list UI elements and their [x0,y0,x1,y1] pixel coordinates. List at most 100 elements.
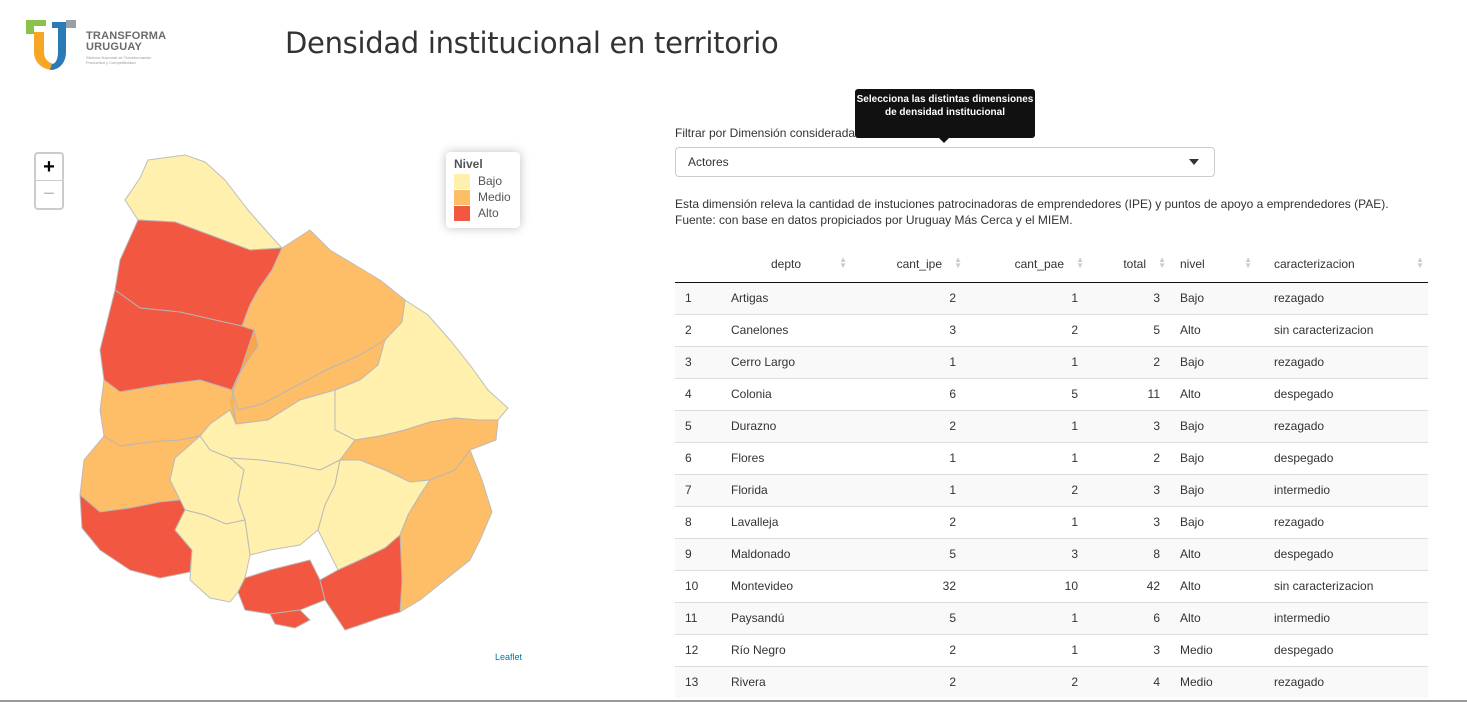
cell-cant-pae: 1 [966,345,1088,378]
cell-depto: Florida [721,473,851,506]
cell-index: 2 [675,313,721,346]
cell-caracterizacion: despegado [1256,537,1428,570]
cell-cant-pae: 2 [966,473,1088,506]
cell-total: 42 [1088,569,1170,602]
cell-depto: Maldonado [721,537,851,570]
cell-total: 2 [1088,345,1170,378]
sort-icon: ▲ ▼ [1416,255,1424,270]
cell-caracterizacion: rezagado [1256,345,1428,378]
cell-caracterizacion: despegado [1256,633,1428,666]
cell-total: 6 [1088,601,1170,634]
cell-depto: Flores [721,441,851,474]
cell-total: 11 [1088,377,1170,410]
cell-depto: Montevideo [721,569,851,602]
table-row[interactable]: 13 Rivera 2 2 4 Medio rezagado [675,665,1428,698]
cell-cant-ipe: 1 [851,345,966,378]
cell-cant-pae: 5 [966,377,1088,410]
cell-cant-pae: 2 [966,665,1088,698]
legend-item-medio: Medio [454,189,512,205]
cell-cant-pae: 1 [966,633,1088,666]
zoom-out-button[interactable]: − [43,183,55,205]
table-row[interactable]: 4 Colonia 6 5 11 Alto despegado [675,377,1428,410]
cell-cant-ipe: 2 [851,633,966,666]
column-header-cant-pae[interactable]: cant_pae ▲ ▼ [966,246,1088,283]
sort-icon: ▲ ▼ [954,255,962,270]
cell-caracterizacion: rezagado [1256,409,1428,442]
cell-cant-ipe: 2 [851,409,966,442]
dimension-select[interactable]: Actores [675,147,1215,177]
legend-swatch-medio [454,189,470,205]
legend-label-bajo: Bajo [478,174,503,188]
cell-cant-pae: 1 [966,409,1088,442]
cell-total: 3 [1088,281,1170,314]
cell-cant-pae: 1 [966,601,1088,634]
column-header-cant-ipe[interactable]: cant_ipe ▲ ▼ [851,246,966,283]
cell-caracterizacion: intermedio [1256,473,1428,506]
cell-index: 6 [675,441,721,474]
cell-cant-ipe: 6 [851,377,966,410]
zoom-in-button[interactable]: + [36,154,62,181]
cell-index: 13 [675,665,721,698]
cell-depto: Rivera [721,665,851,698]
leaflet-attribution-link[interactable]: Leaflet [495,652,523,662]
legend-label-alto: Alto [478,206,499,220]
cell-cant-pae: 1 [966,505,1088,538]
sort-icon: ▲ ▼ [1244,255,1252,270]
page-title: Densidad institucional en territorio [285,26,779,60]
table-row[interactable]: 12 Río Negro 2 1 3 Medio despegado [675,633,1428,666]
cell-caracterizacion: rezagado [1256,665,1428,698]
dimension-description: Esta dimensión releva la cantidad de ins… [675,197,1389,227]
cell-caracterizacion: sin caracterizacion [1256,569,1428,602]
cell-total: 3 [1088,633,1170,666]
table-row[interactable]: 6 Flores 1 1 2 Bajo despegado [675,441,1428,474]
table-row[interactable]: 11 Paysandú 5 1 6 Alto intermedio [675,601,1428,634]
choropleth-map[interactable]: + − Nivel Bajo Medio Alto Leaflet [0,140,560,680]
cell-nivel: Bajo [1170,473,1256,506]
sort-icon: ▲ ▼ [1076,255,1084,270]
table-row[interactable]: 9 Maldonado 5 3 8 Alto despegado [675,537,1428,570]
table-row[interactable]: 3 Cerro Largo 1 1 2 Bajo rezagado [675,345,1428,378]
map-legend: Nivel Bajo Medio Alto [446,152,520,228]
legend-title: Nivel [454,157,483,171]
legend-item-alto: Alto [454,205,512,221]
cell-index: 10 [675,569,721,602]
region-montevideo [269,609,311,629]
sort-icon: ▲ ▼ [1158,255,1166,270]
table-row[interactable]: 5 Durazno 2 1 3 Bajo rezagado [675,409,1428,442]
cell-nivel: Medio [1170,633,1256,666]
cell-index: 8 [675,505,721,538]
logo-mark-icon [26,20,76,70]
column-header-nivel[interactable]: nivel ▲ ▼ [1170,246,1256,283]
filter-tooltip: Selecciona las distintas dimensiones de … [855,89,1035,143]
cell-index: 1 [675,281,721,314]
table-header-row: depto ▲ ▼ cant_ipe ▲ ▼ cant_pae ▲ ▼ total ▲… [675,246,1428,283]
column-header-depto[interactable]: depto ▲ ▼ [721,246,851,283]
cell-nivel: Alto [1170,569,1256,602]
column-header-total[interactable]: total ▲ ▼ [1088,246,1170,283]
cell-cant-ipe: 1 [851,441,966,474]
cell-index: 11 [675,601,721,634]
table-row[interactable]: 1 Artigas 2 1 3 Bajo rezagado [675,281,1428,314]
column-header-caracterizacion[interactable]: caracterizacion ▲ ▼ [1256,246,1428,283]
table-row[interactable]: 7 Florida 1 2 3 Bajo intermedio [675,473,1428,506]
cell-total: 3 [1088,473,1170,506]
cell-nivel: Bajo [1170,441,1256,474]
logo-title-line2: URUGUAY [86,41,143,53]
table-row[interactable]: 8 Lavalleja 2 1 3 Bajo rezagado [675,505,1428,538]
dimension-select-value: Actores [688,155,729,169]
cell-nivel: Bajo [1170,345,1256,378]
cell-cant-ipe: 2 [851,281,966,314]
uruguay-map[interactable] [0,140,560,680]
cell-total: 4 [1088,665,1170,698]
sort-icon: ▲ ▼ [839,255,847,270]
logo-subtitle: Sistema Nacional de Transformación Produ… [86,55,152,65]
window-bottom-border [0,700,1467,702]
cell-index: 3 [675,345,721,378]
cell-caracterizacion: rezagado [1256,505,1428,538]
table-row[interactable]: 10 Montevideo 32 10 42 Alto sin caracterizacio… [675,569,1428,602]
table-row[interactable]: 2 Canelones 3 2 5 Alto sin caracterizacion [675,313,1428,346]
cell-cant-pae: 3 [966,537,1088,570]
cell-total: 3 [1088,505,1170,538]
cell-cant-pae: 10 [966,569,1088,602]
legend-swatch-bajo [454,173,470,189]
